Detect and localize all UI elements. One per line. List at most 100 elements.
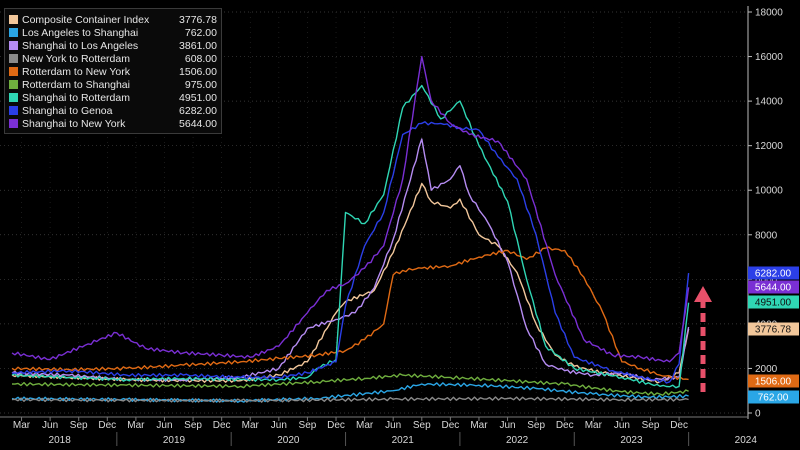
last-value-tags: 3776.78 762.00 1506.00 4951.00 6282.00 5644.0…: [748, 266, 799, 404]
legend-label: Shanghai to Los Angeles: [22, 39, 139, 52]
last-value-tag-label: 1506.00: [755, 377, 792, 388]
series-line-shanghai-to-rotterdam: [11, 84, 690, 389]
x-month-label: Jun: [271, 420, 287, 431]
x-month-label: Dec: [441, 420, 459, 431]
legend-value: 1506.00: [179, 65, 217, 78]
up-arrow-annotation: [694, 286, 712, 392]
series-lines: [11, 55, 690, 403]
x-month-label: Jun: [614, 420, 630, 431]
x-month-label: Mar: [356, 420, 374, 431]
arrow-head: [694, 286, 712, 302]
legend-swatch: [9, 106, 18, 115]
legend-item: Shanghai to Rotterdam 4951.00: [9, 91, 217, 104]
series-line-rotterdam-to-shanghai: [11, 373, 689, 396]
legend-label: Composite Container Index: [22, 13, 150, 26]
legend-label: Rotterdam to Shanghai: [22, 78, 130, 91]
legend-label: New York to Rotterdam: [22, 52, 130, 65]
x-month-label: Jun: [385, 420, 401, 431]
x-year-label: 2021: [392, 435, 415, 446]
legend-item: Shanghai to New York 5644.00: [9, 117, 217, 130]
series-line-shanghai-to-new-york: [11, 55, 690, 363]
legend-value: 3776.78: [179, 13, 217, 26]
last-value-tag: [748, 280, 799, 294]
x-month-label: Dec: [213, 420, 231, 431]
last-value-tag: [748, 295, 799, 309]
x-month-label: Sep: [413, 420, 431, 431]
x-month-label: Sep: [299, 420, 317, 431]
legend-value: 6282.00: [179, 104, 217, 117]
legend: Composite Container Index 3776.78 Los Ange…: [4, 8, 222, 134]
x-month-label: Mar: [13, 420, 31, 431]
legend-value: 5644.00: [179, 117, 217, 130]
legend-swatch: [9, 93, 18, 102]
last-value-tag-label: 5644.00: [755, 283, 792, 294]
x-year-label: 2020: [277, 435, 300, 446]
series-line-los-angeles-to-shanghai: [11, 382, 689, 403]
last-value-tag: [748, 374, 799, 388]
x-month-label: Sep: [184, 420, 202, 431]
legend-item: Rotterdam to Shanghai 975.00: [9, 78, 217, 91]
x-month-label: Dec: [327, 420, 345, 431]
y-axis: 0200040006000800010000120001400016000180…: [747, 6, 783, 420]
last-value-tag-label: 3776.78: [755, 325, 792, 336]
last-value-tag: [748, 266, 799, 280]
legend-swatch: [9, 28, 18, 37]
series-line-new-york-to-rotterdam: [11, 396, 689, 403]
last-value-tag: [748, 390, 799, 404]
y-tick-label: 0: [755, 409, 761, 420]
x-month-label: Sep: [527, 420, 545, 431]
y-tick-label: 2000: [755, 364, 778, 375]
x-month-label: Mar: [242, 420, 260, 431]
y-tick-label: 6000: [755, 275, 778, 286]
x-year-label: 2018: [49, 435, 72, 446]
x-month-label: Sep: [642, 420, 660, 431]
x-year-label: 2023: [620, 435, 643, 446]
legend-swatch: [9, 80, 18, 89]
legend-label: Shanghai to New York: [22, 117, 126, 130]
x-axis: Mar Jun Sep Dec Mar Jun Sep Dec Mar Jun Sep Dec Mar J…: [0, 416, 758, 446]
legend-value: 608.00: [184, 52, 217, 65]
y-tick-label: 12000: [755, 141, 783, 152]
series-line-shanghai-to-genoa: [11, 121, 690, 384]
legend-label: Shanghai to Rotterdam: [22, 91, 130, 104]
x-month-label: Dec: [98, 420, 116, 431]
series-line-rotterdam-to-new-york: [11, 246, 689, 381]
legend-swatch: [9, 119, 18, 128]
legend-swatch: [9, 41, 18, 50]
legend-item: Shanghai to Genoa 6282.00: [9, 104, 217, 117]
legend-label: Shanghai to Genoa: [22, 104, 113, 117]
legend-item: Composite Container Index 3776.78: [9, 13, 217, 26]
x-month-label: Sep: [70, 420, 88, 431]
x-year-label: 2024: [735, 435, 758, 446]
last-value-tag-label: 6282.00: [755, 269, 792, 280]
last-value-tag-label: 762.00: [758, 393, 789, 404]
legend-swatch: [9, 15, 18, 24]
legend-value: 975.00: [184, 78, 217, 91]
legend-value: 3861.00: [179, 39, 217, 52]
x-month-label: Jun: [499, 420, 515, 431]
x-year-label: 2019: [163, 435, 186, 446]
y-tick-label: 16000: [755, 52, 783, 63]
legend-item: New York to Rotterdam 608.00: [9, 52, 217, 65]
legend-item: Rotterdam to New York 1506.00: [9, 65, 217, 78]
last-value-tag-label: 4951.00: [755, 298, 792, 309]
y-tick-label: 14000: [755, 97, 783, 108]
legend-value: 4951.00: [179, 91, 217, 104]
legend-label: Los Angeles to Shanghai: [22, 26, 139, 39]
legend-value: 762.00: [184, 26, 217, 39]
last-value-tag: [748, 322, 799, 336]
x-month-label: Dec: [556, 420, 574, 431]
legend-label: Rotterdam to New York: [22, 65, 130, 78]
x-month-label: Mar: [585, 420, 603, 431]
series-line-shanghai-to-los-angeles: [11, 138, 690, 382]
legend-swatch: [9, 67, 18, 76]
x-month-label: Dec: [670, 420, 688, 431]
x-year-label: 2022: [506, 435, 529, 446]
legend-item: Shanghai to Los Angeles 3861.00: [9, 39, 217, 52]
legend-swatch: [9, 54, 18, 63]
legend-item: Los Angeles to Shanghai 762.00: [9, 26, 217, 39]
x-month-label: Mar: [470, 420, 488, 431]
x-month-label: Jun: [156, 420, 172, 431]
y-tick-label: 8000: [755, 230, 778, 241]
